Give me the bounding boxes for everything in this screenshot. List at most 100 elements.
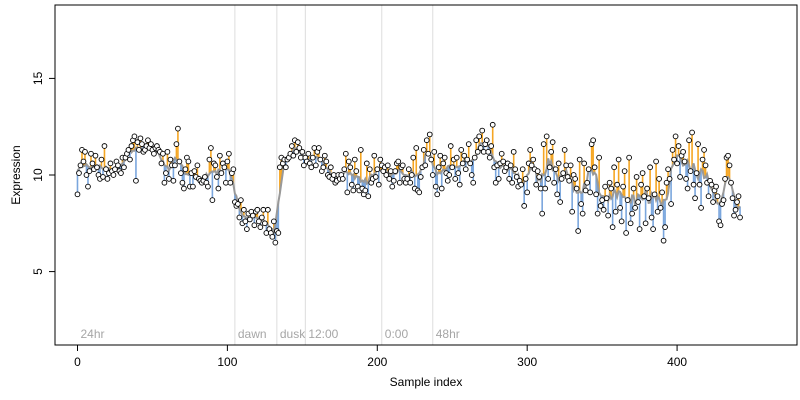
data-point [446, 172, 453, 178]
data-point [593, 191, 599, 198]
data-point [648, 214, 655, 221]
data-point [134, 139, 141, 146]
data-point [438, 185, 445, 192]
data-point [681, 158, 688, 165]
data-point [170, 177, 177, 184]
data-point [208, 145, 214, 151]
data-point [151, 150, 157, 157]
data-point [341, 166, 348, 173]
data-point [404, 176, 411, 182]
data-point [399, 162, 406, 169]
data-point [542, 185, 549, 192]
data-point [536, 174, 543, 180]
data-point [488, 143, 495, 149]
data-point [88, 150, 94, 157]
data-point [89, 160, 96, 167]
data-point [428, 156, 435, 163]
data-point [416, 189, 423, 196]
data-point [181, 185, 187, 192]
y-tick-label: 15 [31, 71, 45, 85]
data-point [112, 166, 118, 173]
data-point [659, 189, 665, 196]
data-point [227, 179, 234, 186]
data-point [654, 208, 661, 215]
data-point [272, 239, 279, 246]
data-point [468, 172, 475, 178]
data-point [471, 154, 478, 161]
data-point [351, 156, 358, 163]
data-point [555, 160, 562, 167]
data-point [585, 166, 592, 173]
data-point [172, 162, 178, 169]
data-point [384, 162, 391, 169]
data-point [479, 127, 486, 134]
data-point [262, 220, 268, 227]
data-point [519, 166, 526, 173]
data-point [710, 199, 716, 205]
data-point [315, 145, 322, 151]
data-point [432, 183, 439, 190]
data-point [420, 147, 427, 153]
data-point [561, 147, 568, 153]
data-point [615, 156, 622, 163]
x-tick-label: 400 [667, 355, 687, 369]
data-point [701, 147, 707, 153]
data-point [241, 206, 247, 213]
data-point [392, 168, 399, 174]
data-point [638, 181, 644, 188]
data-point [728, 179, 734, 186]
data-point [575, 228, 581, 234]
data-point [148, 141, 154, 147]
data-point [459, 160, 466, 167]
data-point [726, 162, 733, 169]
data-point [375, 181, 382, 188]
data-point [139, 141, 145, 147]
data-point [695, 141, 701, 147]
data-point [596, 154, 602, 161]
data-point [540, 141, 547, 147]
data-point [353, 168, 360, 174]
data-point [485, 148, 492, 155]
data-point [522, 176, 529, 182]
data-point [473, 137, 480, 144]
data-point [305, 150, 312, 157]
data-point [265, 206, 271, 213]
data-point [722, 176, 728, 182]
data-point [636, 226, 643, 232]
data-point [551, 179, 558, 186]
data-point [435, 164, 442, 171]
data-point [342, 150, 349, 157]
data-point [386, 176, 393, 182]
data-point [76, 170, 82, 176]
data-point [94, 164, 100, 171]
data-point [498, 150, 505, 157]
data-point [254, 206, 261, 213]
data-point [696, 181, 703, 188]
data-point [282, 164, 289, 171]
data-point [396, 179, 403, 186]
data-point [720, 197, 727, 203]
data-point [431, 148, 438, 155]
data-point [86, 168, 93, 174]
data-point [606, 179, 613, 186]
data-point [602, 183, 608, 190]
data-point [612, 208, 619, 215]
marker-labels: 24hr dawn dusk 12:00 0:00 48hr [80, 327, 459, 341]
data-point [662, 224, 668, 231]
data-point [605, 212, 611, 219]
data-point [317, 156, 324, 163]
data-point [530, 156, 537, 163]
data-point [449, 164, 456, 171]
data-point [121, 164, 127, 171]
data-point [425, 150, 432, 157]
data-point [632, 204, 638, 211]
data-point [698, 204, 704, 211]
data-point [594, 210, 601, 217]
data-point [194, 162, 201, 169]
data-point [161, 179, 168, 186]
data-point [347, 164, 354, 171]
x-tick-label: 100 [217, 355, 237, 369]
data-point [179, 179, 186, 186]
data-point [590, 137, 596, 144]
